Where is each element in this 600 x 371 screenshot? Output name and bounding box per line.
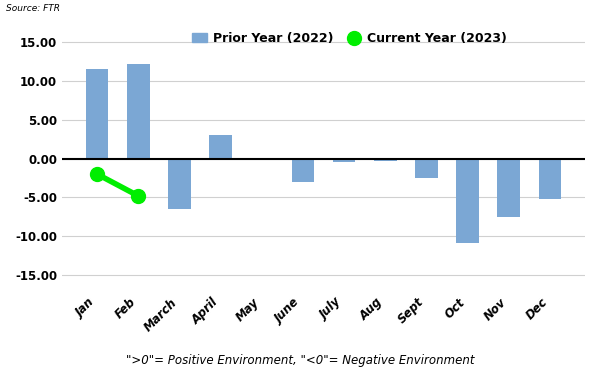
Bar <box>497 158 520 217</box>
Bar <box>292 158 314 182</box>
Bar <box>415 158 438 178</box>
Bar <box>374 158 397 161</box>
Bar <box>456 158 479 243</box>
Bar <box>250 158 273 160</box>
Bar <box>127 63 149 158</box>
Point <box>92 171 102 177</box>
Point <box>133 193 143 199</box>
Text: Source: FTR: Source: FTR <box>6 4 60 13</box>
Bar <box>168 158 191 209</box>
Text: ">0"= Positive Environment, "<0"= Negative Environment: ">0"= Positive Environment, "<0"= Negati… <box>126 354 474 367</box>
Bar <box>333 158 355 162</box>
Bar <box>86 69 109 158</box>
Legend: Prior Year (2022), Current Year (2023): Prior Year (2022), Current Year (2023) <box>187 27 512 50</box>
Bar <box>539 158 561 199</box>
Bar <box>209 135 232 158</box>
